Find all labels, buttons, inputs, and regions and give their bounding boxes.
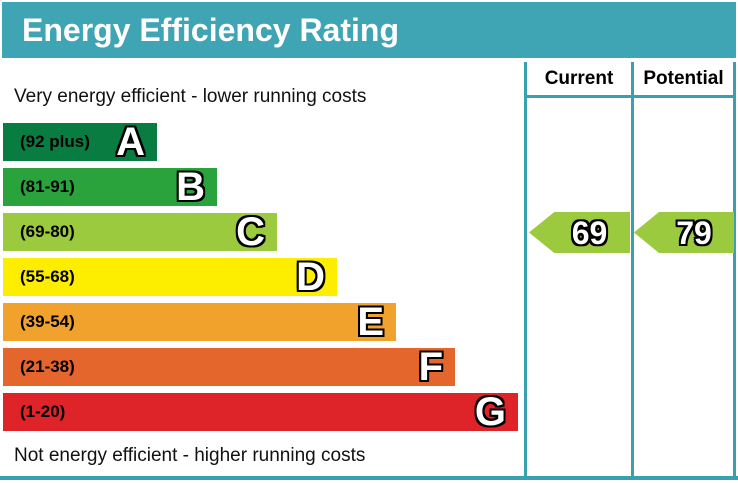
potential-rating-arrow: 79 [634, 212, 734, 253]
band-c-range: (69-80) [20, 222, 75, 241]
table-border-right [733, 62, 736, 477]
band-d-range: (55-68) [20, 267, 75, 286]
band-a: (92 plus) A [3, 120, 157, 164]
band-g-letter: G [474, 390, 506, 434]
band-c: (69-80) C [3, 210, 277, 254]
band-g: (1-20) G [3, 390, 518, 434]
band-b-letter: B [176, 165, 205, 209]
band-g-range: (1-20) [20, 402, 66, 421]
potential-rating-value: 79 [676, 214, 712, 251]
band-b: (81-91) B [3, 165, 217, 209]
table-border-left [524, 62, 527, 477]
current-rating-value: 69 [571, 214, 608, 251]
band-f-range: (21-38) [20, 357, 75, 376]
band-c-letter: C [236, 210, 265, 254]
band-d: (55-68) D [3, 255, 337, 299]
band-a-letter: A [116, 120, 145, 164]
band-f-letter: F [418, 345, 443, 389]
top-note: Very energy efficient - lower running co… [14, 86, 367, 107]
band-b-range: (81-91) [20, 177, 75, 196]
bottom-note: Not energy efficient - higher running co… [14, 445, 366, 466]
band-f: (21-38) F [3, 345, 455, 389]
band-d-letter: D [296, 255, 325, 299]
chart-title-bar: Energy Efficiency Rating [2, 2, 736, 58]
table-border-middle [631, 62, 634, 477]
chart-title: Energy Efficiency Rating [22, 11, 399, 48]
table-header-underline [524, 95, 736, 98]
chart-bottom-border [0, 476, 738, 480]
band-a-range: (92 plus) [20, 132, 90, 151]
band-e-letter: E [357, 300, 384, 344]
band-e: (39-54) E [3, 300, 396, 344]
band-e-range: (39-54) [20, 312, 75, 331]
current-rating-arrow: 69 [529, 212, 630, 253]
current-column-header: Current [544, 67, 614, 89]
potential-column-header: Potential [643, 67, 724, 89]
